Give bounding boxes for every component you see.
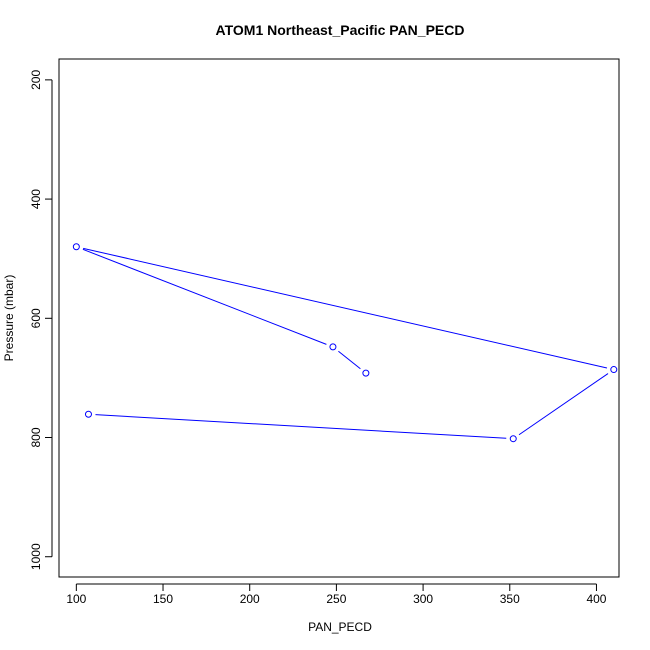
series-line-segment bbox=[83, 247, 608, 369]
chart-title: ATOM1 Northeast_Pacific PAN_PECD bbox=[216, 22, 465, 38]
series-line-segment bbox=[82, 248, 327, 345]
y-tick-label: 400 bbox=[29, 189, 43, 209]
x-tick-label: 150 bbox=[153, 592, 173, 606]
x-tick-label: 350 bbox=[500, 592, 520, 606]
data-point bbox=[84, 410, 92, 418]
x-tick-label: 100 bbox=[66, 592, 86, 606]
data-point bbox=[509, 435, 517, 443]
x-tick-label: 300 bbox=[413, 592, 433, 606]
series-layer bbox=[72, 243, 618, 443]
plot-frame bbox=[58, 58, 620, 578]
x-axis-label: PAN_PECD bbox=[308, 620, 372, 634]
y-axis-label: Pressure (mbar) bbox=[2, 275, 16, 362]
series-line-segment bbox=[518, 373, 609, 436]
y-tick-label: 200 bbox=[29, 70, 43, 90]
y-axis: 200 400 600 800 1000 bbox=[29, 70, 53, 570]
series-line-segment bbox=[338, 350, 361, 370]
series-line-segment bbox=[95, 414, 507, 439]
x-tick-label: 250 bbox=[326, 592, 346, 606]
y-tick-label: 1000 bbox=[29, 543, 43, 570]
data-point bbox=[72, 243, 80, 251]
y-tick-label: 600 bbox=[29, 308, 43, 328]
y-tick-label: 800 bbox=[29, 427, 43, 447]
data-point bbox=[610, 366, 618, 374]
data-point bbox=[329, 343, 337, 351]
data-point bbox=[362, 369, 370, 377]
x-tick-label: 400 bbox=[586, 592, 606, 606]
x-axis: 100 150 200 250 300 350 400 bbox=[66, 583, 607, 606]
x-tick-label: 200 bbox=[240, 592, 260, 606]
